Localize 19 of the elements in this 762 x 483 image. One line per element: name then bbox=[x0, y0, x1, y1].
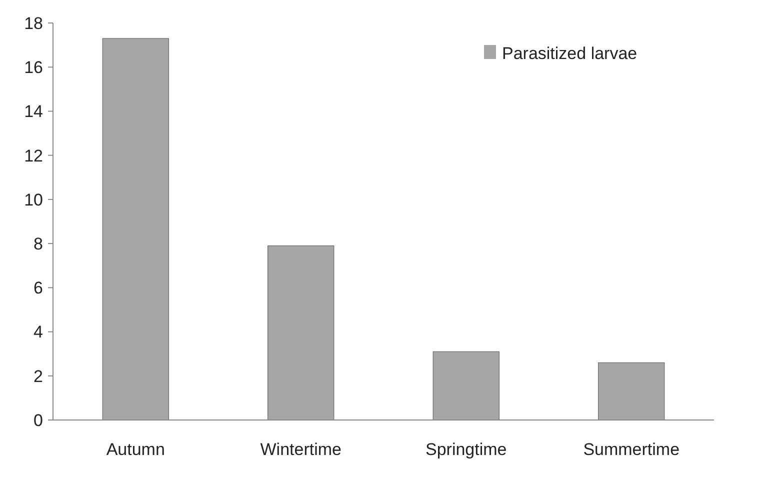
y-tick-label: 12 bbox=[24, 146, 43, 166]
y-tick-label: 16 bbox=[24, 58, 43, 78]
y-tick-label: 14 bbox=[24, 102, 43, 122]
y-tick-label: 8 bbox=[34, 234, 43, 254]
x-tick-label: Summertime bbox=[583, 440, 680, 459]
x-tick-label: Wintertime bbox=[260, 440, 342, 459]
x-tick-label: Springtime bbox=[425, 440, 507, 459]
bar bbox=[102, 38, 169, 420]
y-tick-label: 2 bbox=[34, 366, 43, 386]
x-tick-label: Autumn bbox=[106, 440, 165, 459]
bar bbox=[432, 351, 500, 420]
y-tick-label: 6 bbox=[34, 278, 43, 298]
y-tick-label: 0 bbox=[34, 410, 43, 430]
y-tick-label: 18 bbox=[24, 14, 43, 33]
y-tick-label: 4 bbox=[34, 322, 43, 342]
legend-label: Parasitized larvae bbox=[502, 44, 638, 63]
bar bbox=[268, 246, 334, 420]
bar bbox=[598, 362, 665, 420]
y-tick-label: 10 bbox=[24, 190, 43, 210]
